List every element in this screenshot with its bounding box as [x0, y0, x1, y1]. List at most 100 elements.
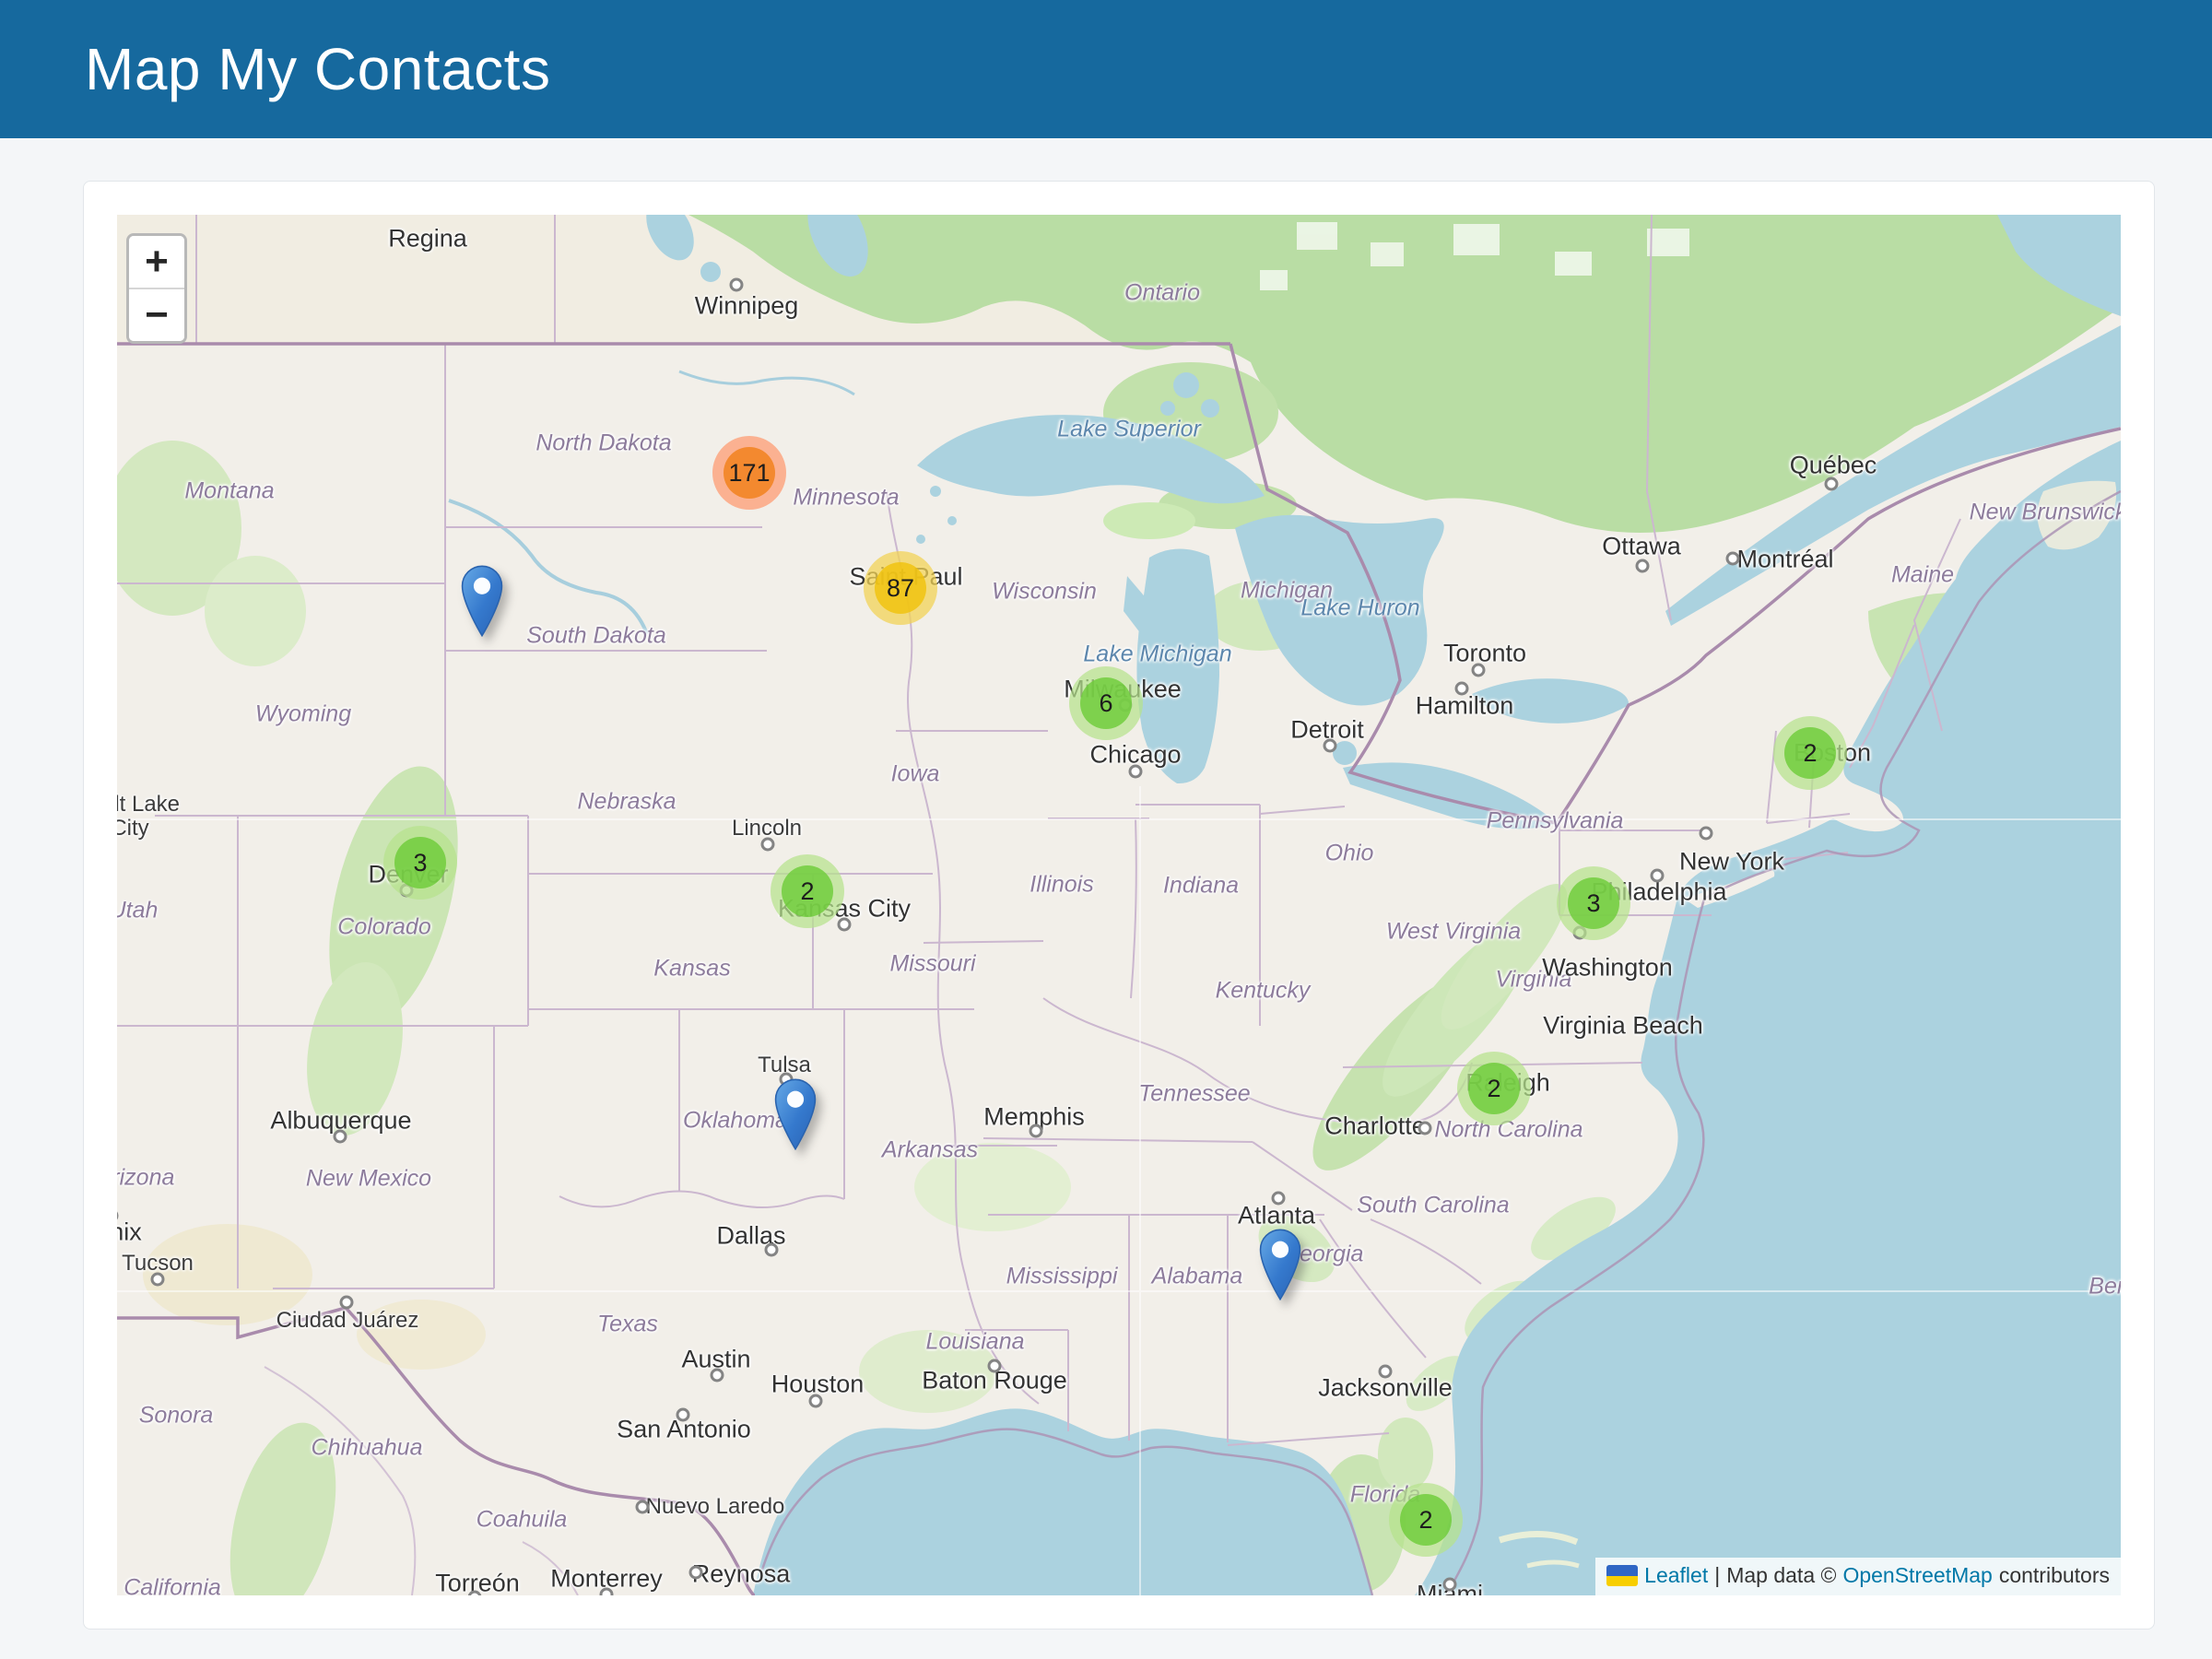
state-label-west-virginia: West Virginia	[1385, 918, 1522, 945]
city-label-hamilton: Hamilton	[1415, 691, 1514, 720]
cluster-count: 3	[394, 837, 446, 888]
state-label-wisconsin: Wisconsin	[992, 578, 1097, 605]
city-dot-charlotte	[1418, 1121, 1432, 1135]
city-label-city: City	[117, 816, 149, 841]
city-label-qu-bec: Québec	[1789, 451, 1877, 479]
city-dot-baton-rouge	[987, 1359, 1002, 1373]
city-label-chicago: Chicago	[1089, 740, 1182, 769]
state-label-tennessee: Tennessee	[1138, 1080, 1251, 1107]
marker-cluster-3[interactable]: 3	[1557, 866, 1630, 940]
attribution-separator: |	[1714, 1563, 1721, 1587]
city-label-houston: Houston	[771, 1370, 865, 1398]
city-dot-winnipeg	[729, 277, 744, 292]
south-dakota-pin[interactable]	[458, 565, 506, 638]
lake-label-lake-huron: Lake Huron	[1300, 594, 1420, 621]
lake-label-lake-superior: Lake Superior	[1057, 416, 1201, 442]
state-label-utah: Utah	[117, 897, 159, 924]
city-dot-new-york	[1699, 826, 1713, 841]
marker-cluster-2[interactable]: 2	[1773, 716, 1847, 790]
marker-cluster-2[interactable]: 2	[771, 854, 844, 928]
leaflet-link[interactable]: Leaflet	[1644, 1563, 1709, 1587]
state-label-chihuahua: Chihuahua	[311, 1434, 423, 1461]
city-dot-jacksonville	[1378, 1364, 1393, 1379]
state-label-maine: Maine	[1890, 561, 1955, 588]
city-dot-atlanta	[1271, 1191, 1286, 1206]
city-label-atlanta: Atlanta	[1237, 1201, 1316, 1230]
oklahoma-pin[interactable]	[771, 1078, 819, 1151]
city-dot-lincoln	[760, 837, 775, 852]
city-dot-detroit	[1323, 738, 1337, 753]
state-label-arizona: Arizona	[117, 1164, 175, 1191]
map-card: Montana North Dakota South Dakota Minnesota…	[83, 181, 2155, 1630]
leaflet-map[interactable]: Montana North Dakota South Dakota Minnesota…	[117, 215, 2121, 1595]
city-dot-san-antonio	[676, 1407, 690, 1422]
state-label-missouri: Missouri	[889, 950, 976, 977]
city-dot-austin	[710, 1368, 724, 1382]
state-label-south-dakota: South Dakota	[526, 622, 666, 649]
state-label-arkansas: Arkansas	[881, 1136, 979, 1163]
openstreetmap-link[interactable]: OpenStreetMap	[1842, 1563, 1993, 1587]
zoom-out-button[interactable]: −	[129, 288, 184, 341]
city-label-virginia-beach: Virginia Beach	[1543, 1011, 1703, 1040]
state-label-north-dakota: North Dakota	[535, 429, 672, 456]
city-label-montr-al: Montréal	[1736, 545, 1834, 573]
city-dot-tucson	[150, 1272, 165, 1287]
marker-cluster-87[interactable]: 87	[864, 551, 937, 625]
zoom-control: + −	[126, 233, 187, 344]
state-label-new-brunswick: New Brunswick	[1969, 499, 2121, 525]
state-label-bermuda: Bermuda	[2088, 1273, 2121, 1300]
city-dot-ciudad-ju-rez	[339, 1295, 354, 1310]
zoom-in-button[interactable]: +	[129, 236, 184, 288]
marker-cluster-3[interactable]: 3	[383, 826, 457, 900]
map-pin-icon	[461, 565, 503, 638]
state-label-mississippi: Mississippi	[1006, 1263, 1118, 1289]
city-dot-houston	[808, 1394, 823, 1408]
city-label-lincoln: Lincoln	[731, 816, 803, 841]
cluster-count: 3	[1568, 877, 1619, 929]
lake-label-lake-michigan: Lake Michigan	[1083, 641, 1232, 667]
city-label-charlotte: Charlotte	[1324, 1112, 1426, 1140]
state-label-ohio: Ohio	[1324, 840, 1374, 866]
city-dot-nuevo-laredo	[635, 1500, 650, 1514]
map-pin-icon	[774, 1078, 817, 1151]
city-dot-albuquerque	[333, 1129, 347, 1144]
map-pin-icon	[1259, 1229, 1301, 1301]
state-label-illinois: Illinois	[1030, 871, 1094, 898]
marker-cluster-6[interactable]: 6	[1069, 666, 1143, 740]
city-label-washington: Washington	[1542, 953, 1673, 982]
city-dot-ottawa	[1635, 559, 1650, 573]
city-dot-chicago	[1128, 764, 1143, 779]
marker-cluster-2[interactable]: 2	[1389, 1483, 1463, 1557]
state-label-virginia: Virginia	[1495, 966, 1572, 993]
map-tiles	[117, 215, 2121, 1595]
state-label-oklahoma: Oklahoma	[683, 1107, 788, 1134]
page-title: Map My Contacts	[85, 36, 551, 102]
city-label-reynosa: Reynosa	[691, 1559, 791, 1588]
georgia-pin[interactable]	[1256, 1229, 1304, 1301]
state-label-alabama: Alabama	[1151, 1263, 1243, 1289]
state-label-kentucky: Kentucky	[1215, 977, 1311, 1004]
cluster-count: 87	[875, 562, 926, 614]
city-dot-philadelphia	[1650, 868, 1665, 883]
city-label-toronto: Toronto	[1442, 639, 1527, 667]
city-dot-miami	[1442, 1577, 1457, 1592]
state-label-louisiana: Louisiana	[925, 1328, 1025, 1355]
city-dot-torre-n	[467, 1590, 482, 1595]
marker-cluster-171[interactable]: 171	[712, 436, 786, 510]
city-dot-monterrey	[599, 1587, 614, 1595]
cluster-count: 2	[1468, 1063, 1520, 1114]
state-label-montana: Montana	[184, 477, 275, 504]
city-dot-reynosa	[688, 1565, 703, 1580]
app-header: Map My Contacts	[0, 0, 2212, 138]
attribution-suffix: contributors	[1998, 1563, 2110, 1587]
city-label-salt-lake: Salt Lake	[117, 792, 181, 817]
city-dot-qu-bec	[1824, 477, 1839, 491]
cluster-count: 2	[1784, 727, 1836, 779]
marker-cluster-2[interactable]: 2	[1457, 1052, 1531, 1125]
state-label-texas: Texas	[597, 1311, 658, 1337]
state-label-pennsylvania: Pennsylvania	[1486, 807, 1624, 834]
cluster-count: 6	[1080, 677, 1132, 729]
city-label-regina: Regina	[388, 224, 467, 253]
city-label-nuevo-laredo: Nuevo Laredo	[645, 1494, 785, 1519]
city-label-tucson: Tucson	[122, 1251, 194, 1276]
